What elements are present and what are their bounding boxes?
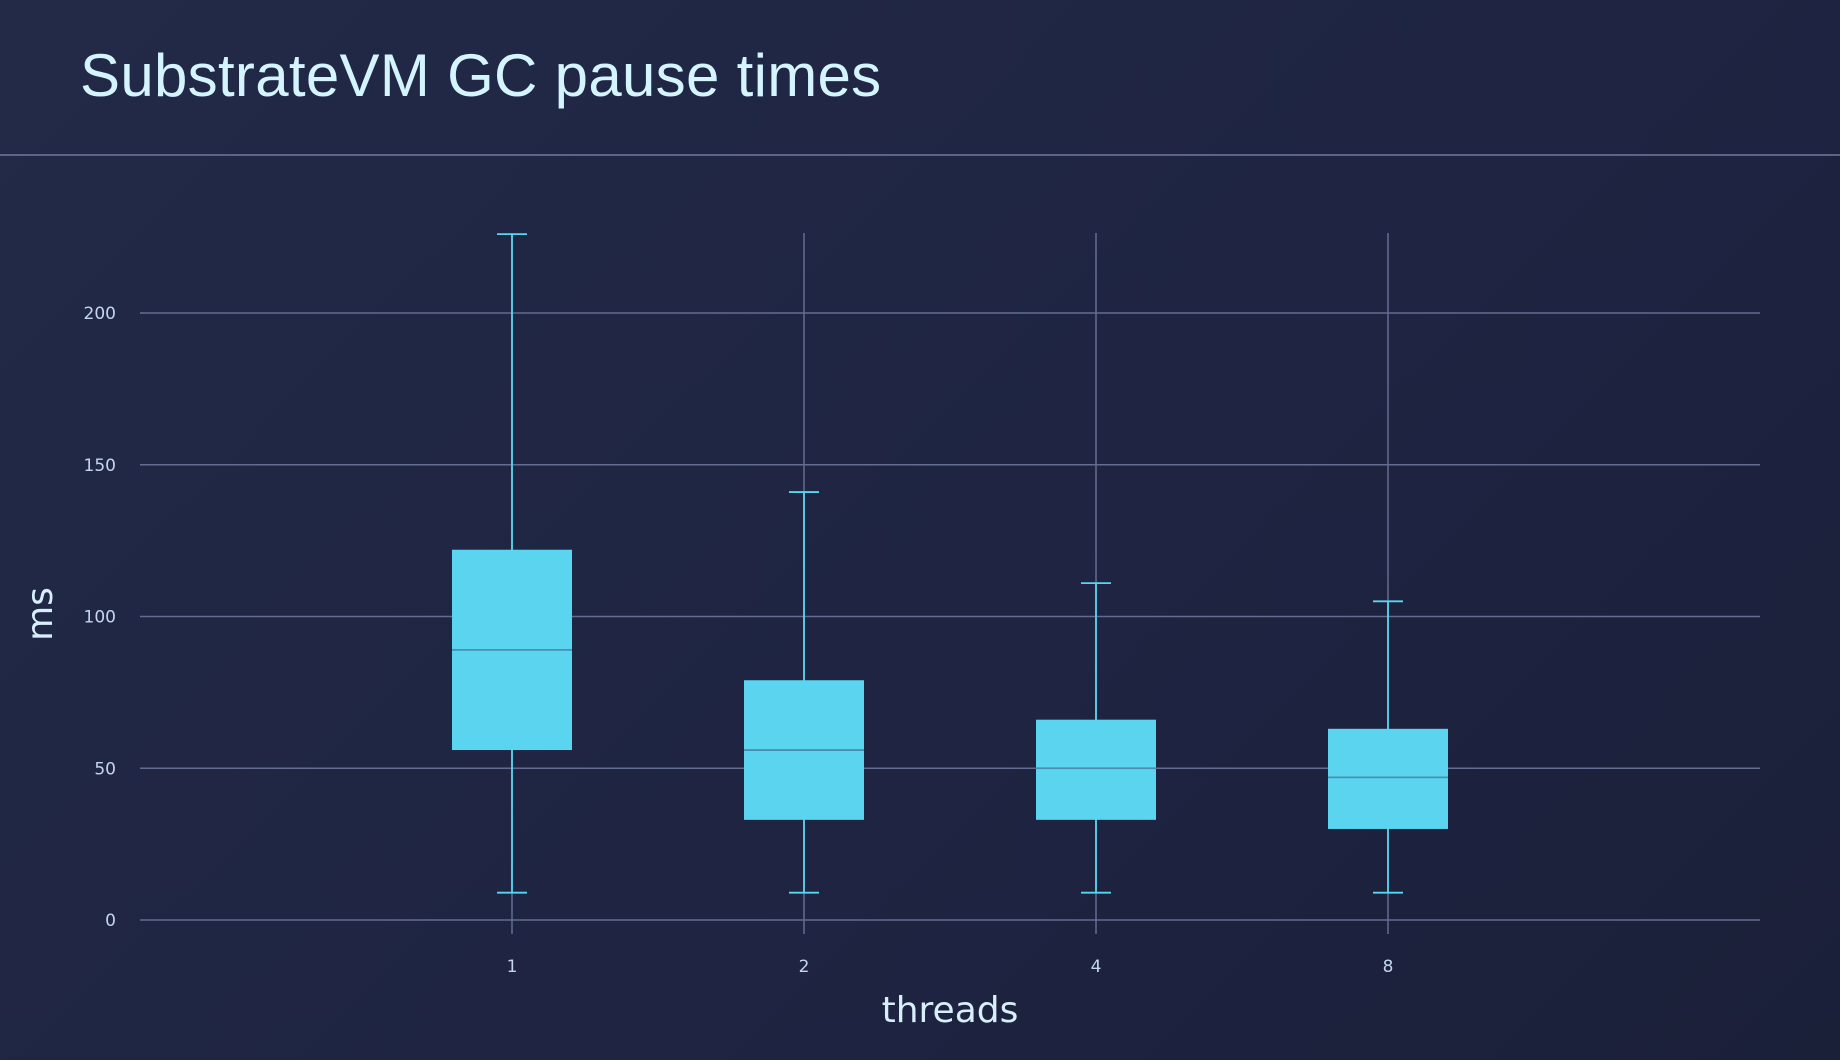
y-axis-title: ms xyxy=(20,587,61,641)
y-tick-label-150: 150 xyxy=(84,456,116,476)
x-tick-label-1: 1 xyxy=(507,957,518,977)
x-tick-label-4: 4 xyxy=(1091,957,1102,977)
title-divider xyxy=(0,154,1840,156)
box-group-8 xyxy=(1328,600,1448,894)
x-axis-title: threads xyxy=(882,990,1019,1031)
y-tick-label-50: 50 xyxy=(94,759,116,779)
grid-layer xyxy=(140,233,1760,934)
label-layer: 0 50 100 150 200 1 2 4 8 xyxy=(84,304,1394,977)
y-tick-label-100: 100 xyxy=(84,608,116,628)
box-iqr xyxy=(1328,728,1448,829)
box-group-2 xyxy=(744,491,864,894)
box-group-1 xyxy=(452,233,572,894)
x-tick-label-8: 8 xyxy=(1383,957,1394,977)
box-iqr xyxy=(1036,719,1156,820)
slide-title: SubstrateVM GC pause times xyxy=(80,42,882,109)
box-group-4 xyxy=(1036,582,1156,894)
y-tick-label-200: 200 xyxy=(84,304,116,324)
box-layer xyxy=(452,233,1448,894)
x-tick-label-2: 2 xyxy=(799,957,810,977)
y-tick-label-0: 0 xyxy=(105,911,116,931)
